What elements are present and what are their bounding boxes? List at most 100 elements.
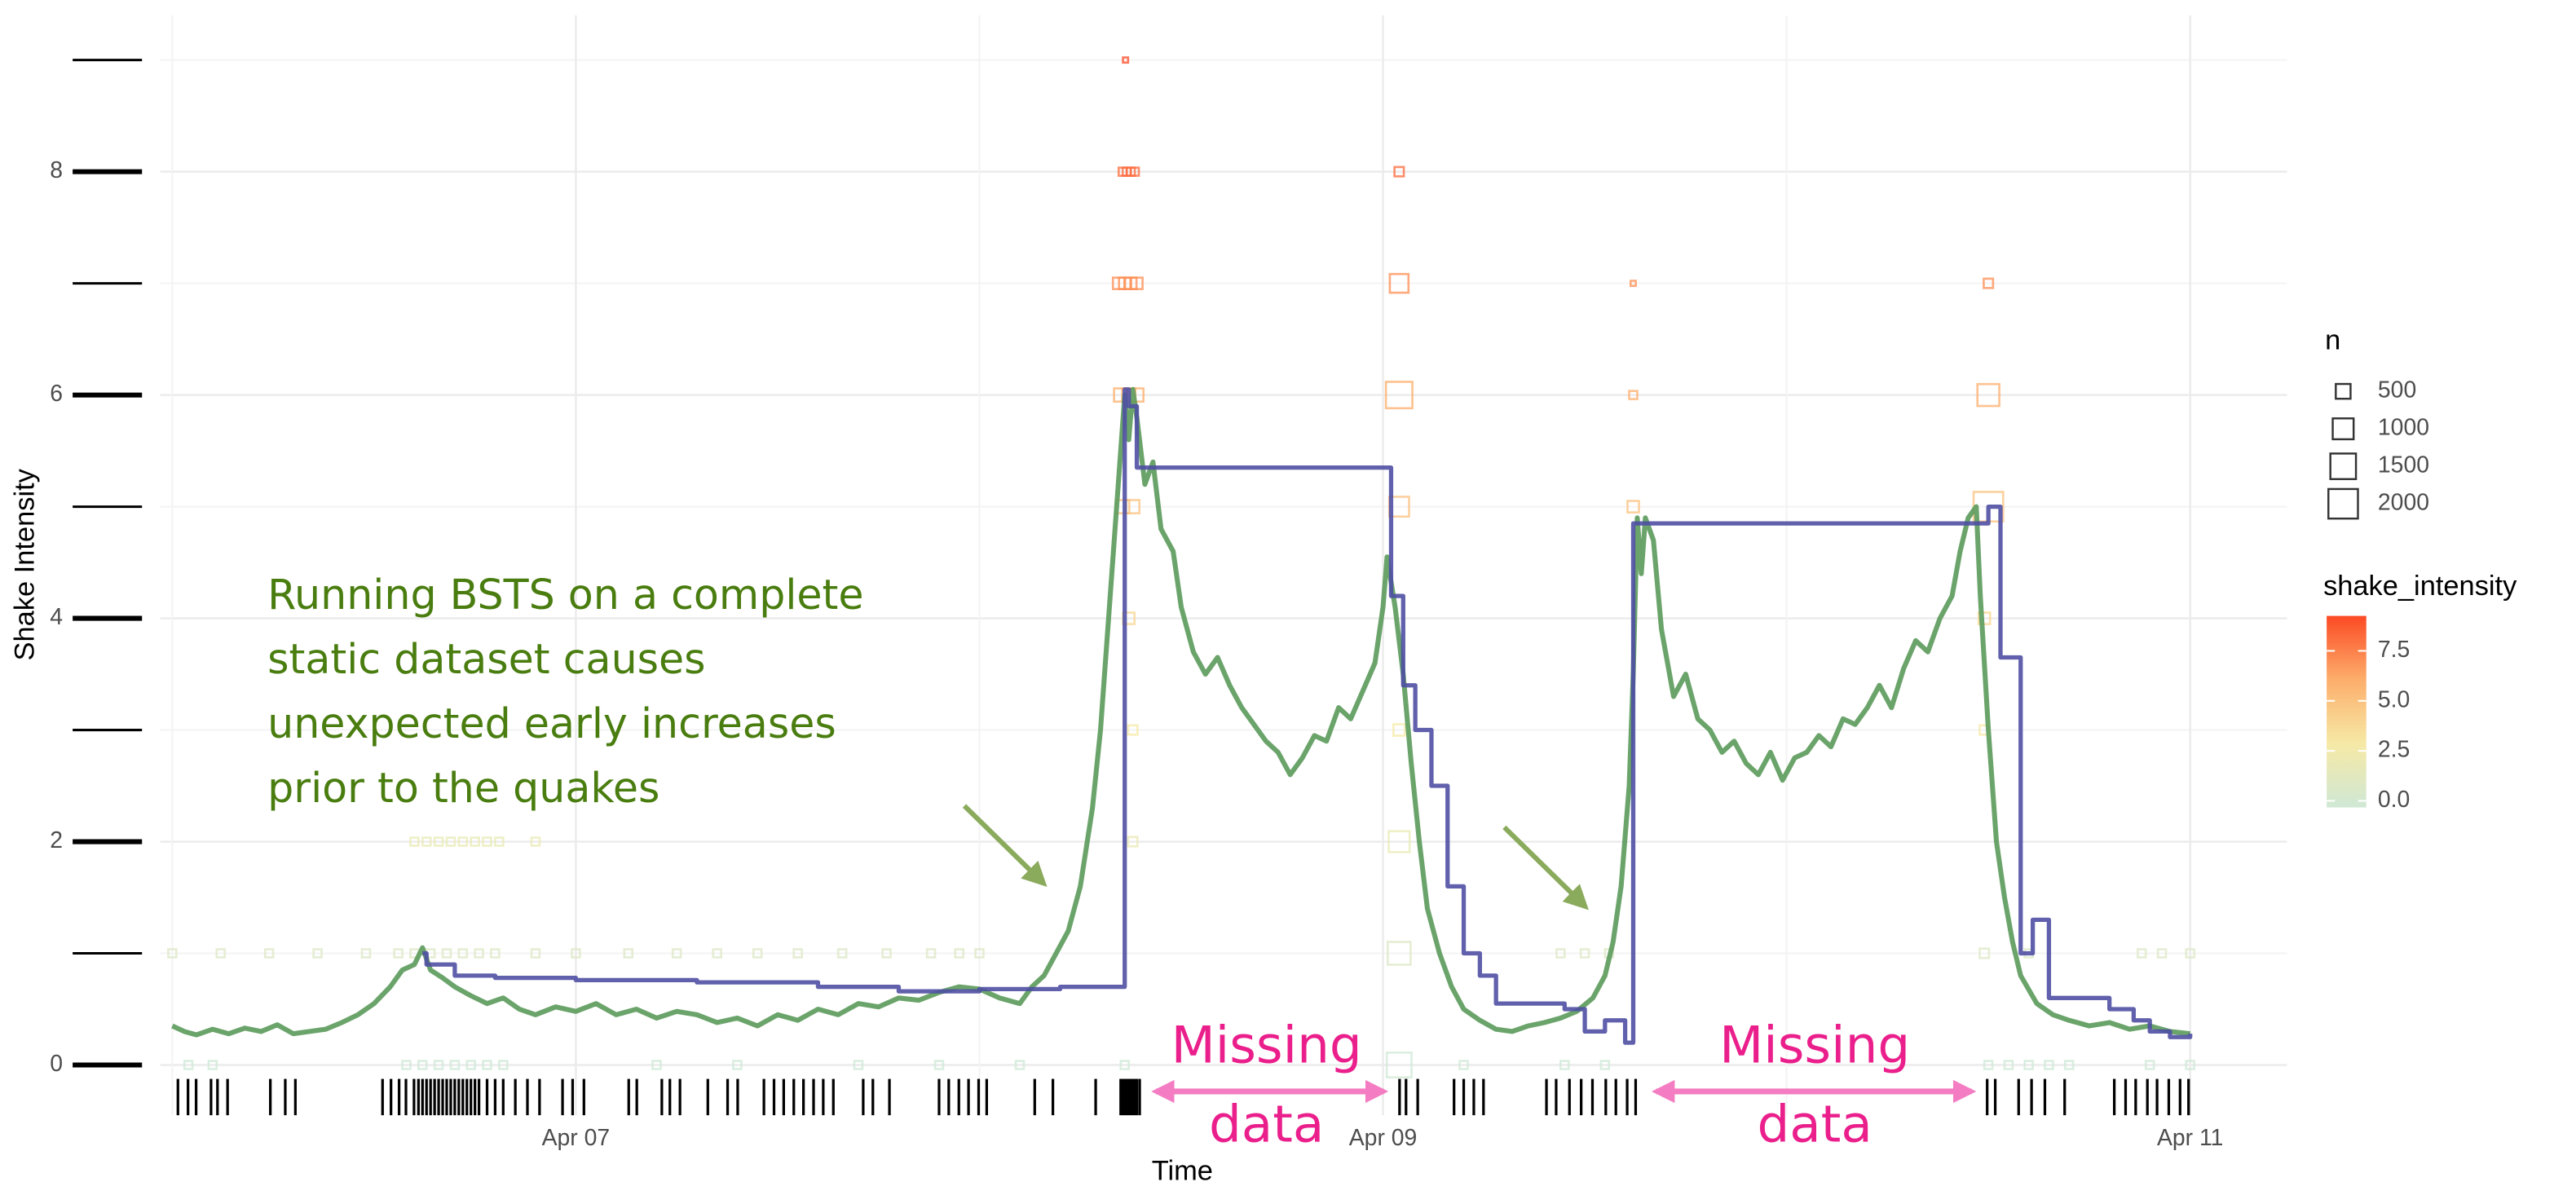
intensity-point xyxy=(1626,500,1640,514)
intensity-point xyxy=(1385,1052,1413,1078)
intensity-point xyxy=(2063,1060,2075,1070)
intensity-point xyxy=(752,948,763,959)
intensity-point xyxy=(2023,1060,2034,1070)
legend-title: shake_intensity xyxy=(2323,571,2517,602)
intensity-point xyxy=(1630,280,1637,288)
missing-label: Missing xyxy=(1171,1015,1362,1074)
intensity-point xyxy=(498,1060,509,1070)
legend-size-label: 1500 xyxy=(2378,452,2429,478)
intensity-point xyxy=(1555,948,1566,959)
intensity-point xyxy=(1122,56,1130,64)
intensity-point xyxy=(167,948,178,959)
legend-size-key xyxy=(2329,452,2358,480)
intensity-point xyxy=(1458,1060,1469,1070)
intensity-point xyxy=(421,836,432,847)
intensity-point xyxy=(530,836,541,847)
intensity-point xyxy=(2044,1060,2054,1070)
intensity-point xyxy=(1559,1060,1570,1070)
y-tick-label: 2 xyxy=(50,827,63,853)
intensity-point xyxy=(1130,276,1144,290)
intensity-point xyxy=(792,948,803,959)
step-line xyxy=(422,387,2193,1045)
legend-size-label: 500 xyxy=(2378,377,2416,403)
intensity-point xyxy=(183,1060,194,1070)
intensity-point xyxy=(1983,277,1995,289)
x-tick-label: Apr 11 xyxy=(2157,1125,2223,1151)
intensity-point xyxy=(1976,382,2000,408)
axes: 0 2 4 6 8 Apr 07 Apr 09 Apr 11 xyxy=(50,59,2223,1151)
bsts-line xyxy=(171,386,2191,1038)
marks xyxy=(167,56,2195,1116)
intensity-point xyxy=(441,948,452,959)
intensity-point xyxy=(954,948,965,959)
intensity-point xyxy=(974,948,985,959)
y-tick-label: 4 xyxy=(50,604,63,630)
intensity-point xyxy=(1392,723,1406,737)
annotation-arrow xyxy=(1502,825,1589,911)
missing-label: data xyxy=(1209,1095,1324,1154)
x-tick-label: Apr 09 xyxy=(1349,1125,1418,1151)
intensity-point xyxy=(2144,1060,2155,1070)
legend-title: n xyxy=(2325,324,2340,355)
intensity-point xyxy=(2156,948,2168,959)
annotation-line: unexpected early increases xyxy=(267,699,836,747)
intensity-point xyxy=(1119,1060,1130,1070)
intensity-point xyxy=(482,836,492,847)
intensity-point xyxy=(482,1060,492,1070)
intensity-point xyxy=(732,1060,743,1070)
missing-label: data xyxy=(1757,1095,1872,1154)
x-tick-label: Apr 07 xyxy=(542,1125,611,1151)
intensity-point xyxy=(457,948,469,959)
intensity-point xyxy=(623,948,634,959)
intensity-point xyxy=(417,1060,428,1070)
intensity-point xyxy=(393,948,404,959)
intensity-point xyxy=(1387,941,1412,966)
intensity-point xyxy=(207,1060,218,1070)
intensity-point xyxy=(2185,1060,2195,1070)
y-tick-label: 8 xyxy=(50,157,63,183)
intensity-point xyxy=(433,1060,444,1070)
intensity-point xyxy=(853,1060,864,1070)
intensity-point xyxy=(1384,381,1414,410)
intensity-point xyxy=(933,1060,945,1070)
intensity-point xyxy=(401,1060,412,1070)
intensity-point xyxy=(881,948,892,959)
intensity-point xyxy=(1127,836,1139,848)
grid xyxy=(160,15,2287,1116)
intensity-point xyxy=(470,836,480,847)
legend: n shake_intensity 500 1000 1500 2000 0.0 2.5 5… xyxy=(2323,324,2517,813)
intensity-point xyxy=(1978,947,1991,959)
intensity-point xyxy=(465,1060,476,1070)
intensity-point xyxy=(1599,1060,1611,1070)
intensity-point xyxy=(490,948,501,959)
legend-size-key xyxy=(2331,417,2355,441)
legend-size-key xyxy=(2327,487,2359,520)
y-tick-label: 6 xyxy=(50,381,63,407)
annotation-arrow xyxy=(962,804,1048,887)
y-tick-label: 0 xyxy=(50,1051,63,1077)
colorbar xyxy=(2327,615,2366,808)
colorbar-label: 2.5 xyxy=(2378,737,2410,763)
intensity-point xyxy=(312,948,323,959)
intensity-point xyxy=(1014,1060,1026,1070)
colorbar-label: 5.0 xyxy=(2378,686,2410,712)
intensity-point xyxy=(263,948,275,959)
intensity-point xyxy=(2185,948,2195,959)
intensity-point xyxy=(1129,166,1140,177)
intensity-point xyxy=(571,948,581,959)
intensity-point xyxy=(1579,948,1590,959)
intensity-point xyxy=(836,948,848,959)
intensity-point xyxy=(671,948,682,959)
intensity-point xyxy=(215,948,227,959)
intensity-point xyxy=(494,836,505,847)
intensity-point xyxy=(925,948,937,959)
intensity-point xyxy=(2003,1060,2014,1070)
intensity-point xyxy=(433,836,444,847)
intensity-point xyxy=(360,948,372,959)
intensity-point xyxy=(1127,724,1139,736)
intensity-point xyxy=(2137,948,2147,959)
intensity-point xyxy=(1387,830,1411,853)
x-axis-title: Time xyxy=(1152,1155,1213,1186)
intensity-point xyxy=(1388,272,1410,294)
